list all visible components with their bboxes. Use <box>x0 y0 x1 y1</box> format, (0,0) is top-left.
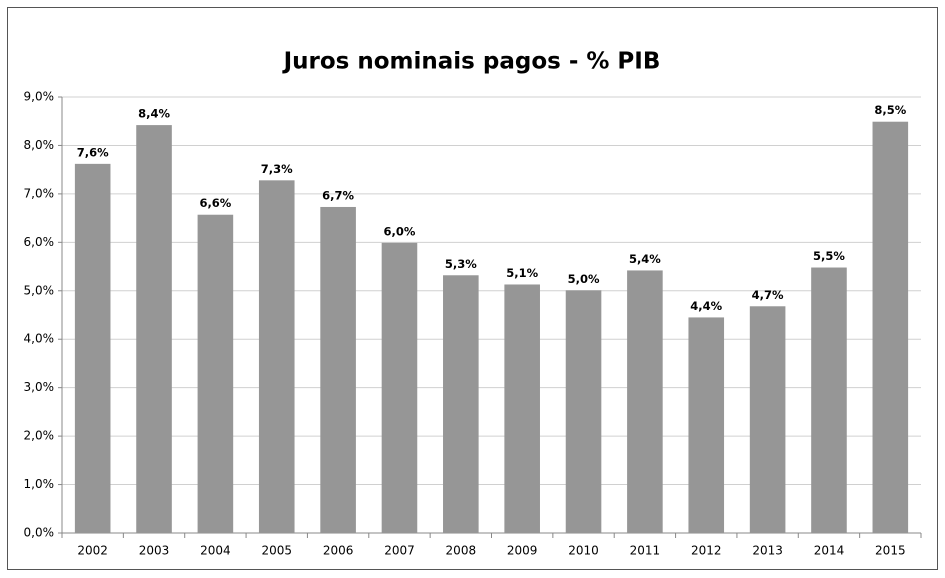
bar <box>872 121 909 533</box>
value-label: 4,4% <box>690 299 722 313</box>
bar <box>811 267 847 533</box>
value-label: 4,7% <box>752 288 784 302</box>
x-tick-label: 2015 <box>875 544 906 558</box>
value-label: 5,0% <box>568 272 600 286</box>
x-tick-label: 2002 <box>77 544 108 558</box>
value-label: 8,5% <box>874 103 906 117</box>
x-tick-label: 2011 <box>630 544 661 558</box>
x-tick-label: 2005 <box>261 544 292 558</box>
chart-title: Juros nominais pagos - % PIB <box>282 49 661 75</box>
x-tick-label: 2003 <box>139 544 170 558</box>
y-tick-label: 2,0% <box>24 429 55 443</box>
value-label: 5,1% <box>506 266 538 280</box>
value-label: 5,3% <box>445 257 477 271</box>
y-tick-label: 9,0% <box>24 90 55 104</box>
y-tick-label: 5,0% <box>24 283 55 297</box>
bar <box>688 317 725 533</box>
bar <box>749 306 786 533</box>
value-label: 6,0% <box>384 224 416 238</box>
bar <box>136 125 172 533</box>
bar <box>197 214 234 533</box>
bar <box>258 180 295 533</box>
bar <box>381 242 418 533</box>
y-tick-label: 6,0% <box>24 235 55 249</box>
bar <box>627 270 663 533</box>
bar <box>504 284 540 533</box>
y-tick-label: 8,0% <box>24 138 55 152</box>
x-tick-label: 2007 <box>384 544 415 558</box>
x-tick-label: 2008 <box>446 544 477 558</box>
y-tick-label: 3,0% <box>24 380 55 394</box>
y-tick-label: 4,0% <box>24 332 55 346</box>
x-tick-label: 2010 <box>568 544 599 558</box>
bar <box>74 163 111 533</box>
bar <box>443 275 479 533</box>
value-label: 5,4% <box>629 252 661 266</box>
x-tick-label: 2014 <box>814 544 845 558</box>
y-tick-label: 0,0% <box>24 526 55 540</box>
x-tick-label: 2009 <box>507 544 538 558</box>
x-tick-label: 2004 <box>200 544 231 558</box>
value-label: 8,4% <box>138 107 170 121</box>
x-tick-label: 2013 <box>752 544 783 558</box>
value-label: 7,3% <box>261 162 293 176</box>
y-tick-label: 7,0% <box>24 186 55 200</box>
x-tick-label: 2012 <box>691 544 722 558</box>
x-tick-label: 2006 <box>323 544 354 558</box>
value-label: 7,6% <box>77 145 109 159</box>
bar <box>565 290 602 533</box>
value-label: 6,7% <box>322 188 354 202</box>
value-label: 6,6% <box>199 196 231 210</box>
y-tick-label: 1,0% <box>24 477 55 491</box>
value-label: 5,5% <box>813 249 845 263</box>
bar <box>320 206 356 534</box>
